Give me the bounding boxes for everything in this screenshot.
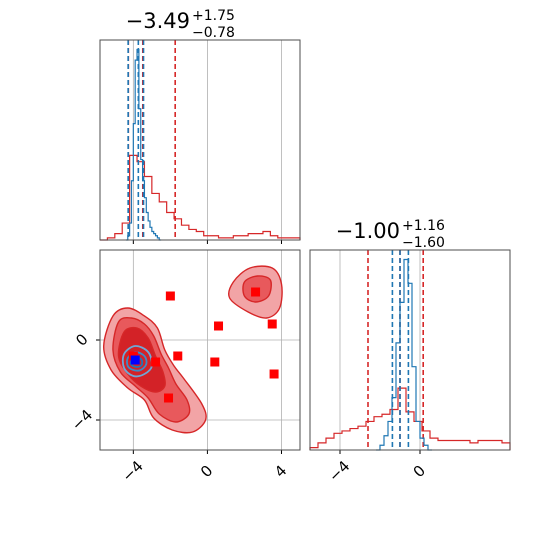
- m1-title-minus: −0.78: [192, 25, 235, 41]
- marginal-panel-1: −3.49 +1.75−0.78: [99, 8, 301, 244]
- m2-xtick-label: 0: [410, 462, 429, 481]
- red-square-point: [267, 319, 277, 329]
- blue-square-point: [130, 355, 140, 365]
- m2-title-minus: −1.60: [402, 235, 445, 251]
- m2-hist-series: [309, 387, 511, 450]
- red-square-point: [251, 287, 261, 297]
- j-ytick-label: 0: [72, 330, 91, 349]
- red-square-point: [214, 321, 224, 331]
- j-frame: [99, 249, 301, 451]
- red-square-point: [165, 291, 175, 301]
- m1-frame: [99, 39, 301, 241]
- red-square-point: [151, 357, 161, 367]
- m2-frame: [309, 249, 511, 451]
- m1-title-plus: +1.75: [192, 8, 235, 24]
- joint-plot-area: [103, 265, 283, 434]
- marginal-panel-2: −4 0 −1.00 +1.16−1.60: [309, 218, 511, 485]
- red-square-point: [173, 351, 183, 361]
- red-square-point: [210, 357, 220, 367]
- red-square-point: [164, 393, 174, 403]
- red-square-point: [269, 369, 279, 379]
- m1-hist-series: [100, 154, 301, 241]
- m2-hist-series: [376, 258, 432, 451]
- j-xtick-label: 0: [197, 462, 216, 481]
- m1-title-value: −3.49: [126, 9, 190, 33]
- blue-contour-outer: [121, 345, 153, 378]
- j-xtick-label: 4: [271, 462, 290, 481]
- j-xtick-label: −4: [118, 457, 146, 485]
- m2-title-value: −1.00: [336, 219, 400, 243]
- m2-title-plus: +1.16: [402, 218, 445, 234]
- joint-panel: −4 0 4 0 −4: [68, 249, 301, 485]
- m2-xtick-label: −4: [325, 457, 353, 485]
- j-ytick-label: −4: [68, 406, 96, 434]
